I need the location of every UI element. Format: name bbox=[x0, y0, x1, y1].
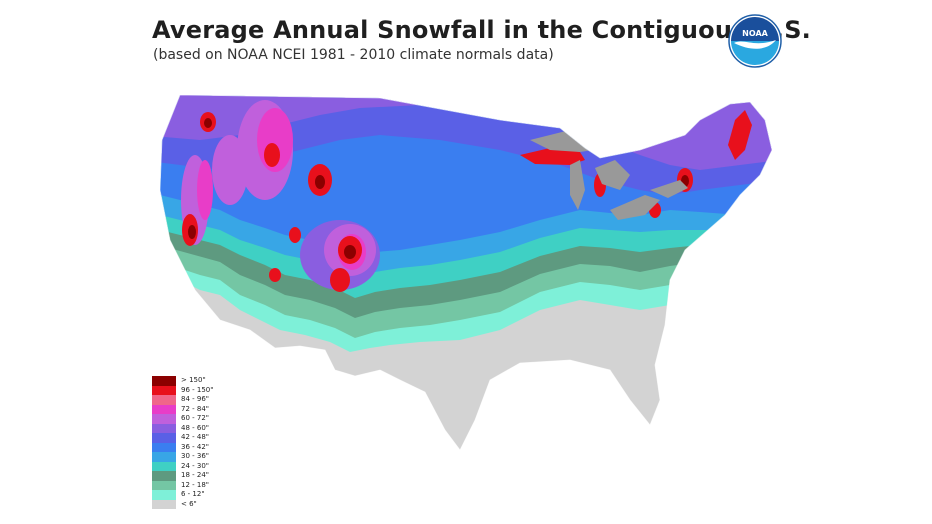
legend-label: 12 - 18" bbox=[181, 480, 210, 489]
legend-row: 72 - 84" bbox=[152, 404, 213, 414]
map-title: Average Annual Snowfall in the Contiguou… bbox=[152, 16, 812, 44]
legend-label: 72 - 84" bbox=[181, 404, 210, 413]
snowfall-map bbox=[159, 94, 773, 451]
legend-swatch bbox=[152, 376, 176, 386]
legend-row: > 150" bbox=[152, 376, 213, 386]
noaa-logo-text: NOAA bbox=[742, 29, 768, 38]
legend-row: 60 - 72" bbox=[152, 414, 213, 424]
legend-row: 42 - 48" bbox=[152, 433, 213, 443]
legend-row: 48 - 60" bbox=[152, 423, 213, 433]
legend-swatch bbox=[152, 414, 176, 424]
legend-row: 6 - 12" bbox=[152, 490, 213, 500]
legend-row: 84 - 96" bbox=[152, 395, 213, 405]
legend-swatch bbox=[152, 423, 176, 433]
legend-swatch bbox=[152, 385, 176, 395]
legend: > 150" 96 - 150" 84 - 96" 72 - 84" 60 - 72" 4… bbox=[152, 376, 213, 509]
legend-label: < 6" bbox=[181, 499, 197, 508]
legend-swatch bbox=[152, 395, 176, 405]
legend-label: 48 - 60" bbox=[181, 423, 210, 432]
legend-row: < 6" bbox=[152, 499, 213, 509]
legend-row: 36 - 42" bbox=[152, 442, 213, 452]
legend-label: 6 - 12" bbox=[181, 490, 205, 498]
snowfall-gt150-regions bbox=[188, 118, 689, 259]
legend-row: 12 - 18" bbox=[152, 480, 213, 490]
legend-label: 30 - 36" bbox=[181, 452, 210, 460]
legend-row: 24 - 30" bbox=[152, 461, 213, 471]
us-outline bbox=[159, 94, 773, 451]
legend-label: 36 - 42" bbox=[181, 442, 210, 451]
legend-label: 96 - 150" bbox=[181, 385, 214, 394]
legend-label: 18 - 24" bbox=[181, 471, 210, 479]
legend-swatch bbox=[152, 404, 176, 414]
legend-label: > 150" bbox=[181, 376, 206, 384]
legend-label: 60 - 72" bbox=[181, 414, 210, 422]
legend-row: 18 - 24" bbox=[152, 471, 213, 481]
legend-label: 42 - 48" bbox=[181, 433, 210, 441]
legend-row: 96 - 150" bbox=[152, 385, 214, 395]
legend-swatch bbox=[152, 461, 176, 471]
legend-label: 24 - 30" bbox=[181, 461, 210, 470]
legend-label: 84 - 96" bbox=[181, 395, 210, 403]
legend-swatch bbox=[152, 452, 176, 462]
noaa-logo: NOAA bbox=[728, 14, 782, 68]
legend-swatch bbox=[152, 490, 176, 500]
map-subtitle: (based on NOAA NCEI 1981 - 2010 climate … bbox=[153, 47, 554, 63]
legend-swatch bbox=[152, 480, 176, 490]
legend-swatch bbox=[152, 499, 176, 509]
legend-swatch bbox=[152, 442, 176, 452]
legend-swatch bbox=[152, 471, 176, 481]
legend-row: 30 - 36" bbox=[152, 452, 213, 462]
legend-swatch bbox=[152, 433, 176, 443]
